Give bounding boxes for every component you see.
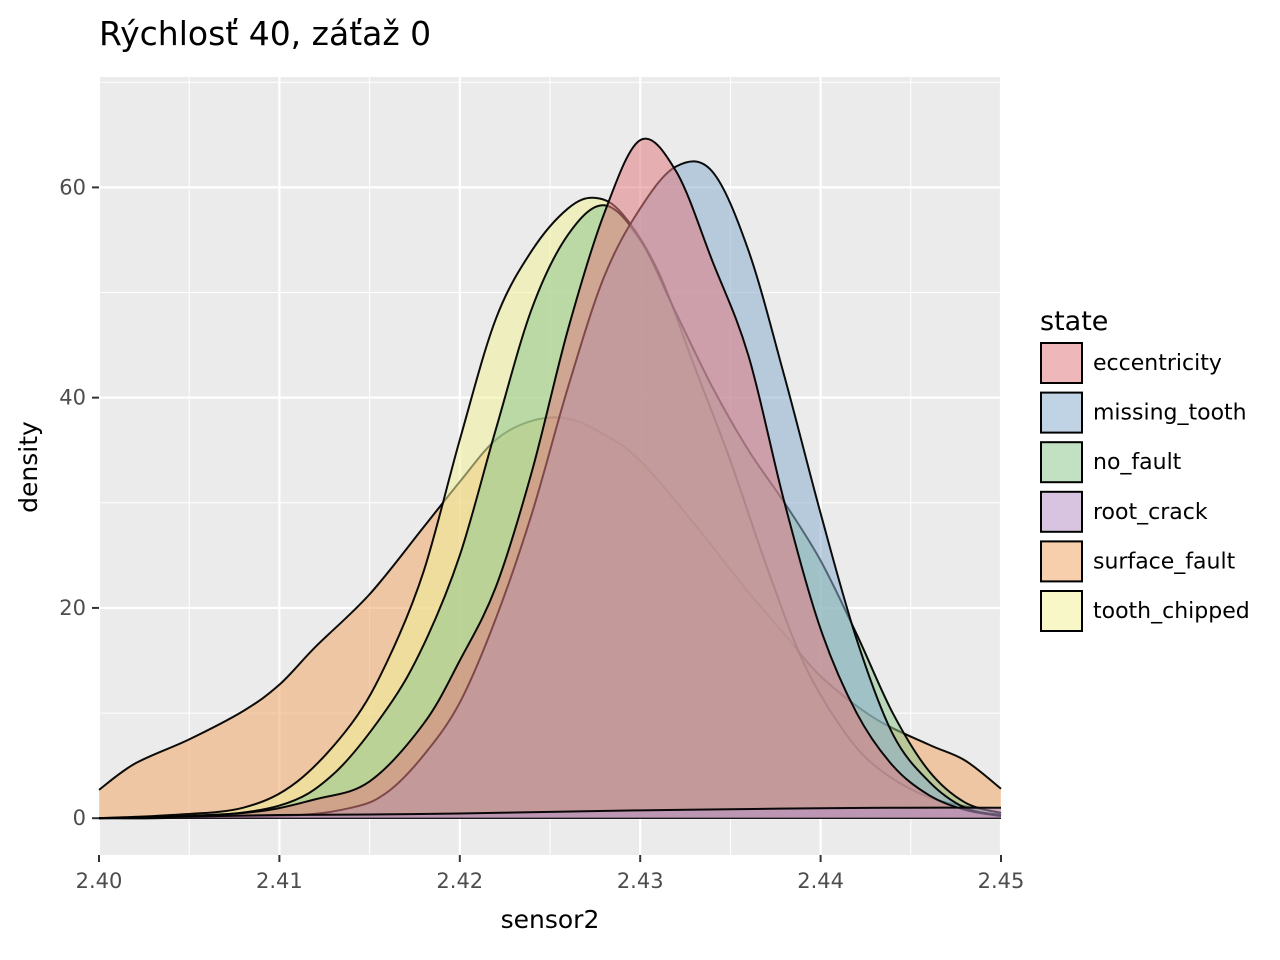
y-axis: 0 20 40 60 [59, 175, 99, 830]
x-tick-label: 2.44 [797, 869, 844, 893]
chart-title: Rýchlosť 40, záťaž 0 [99, 14, 431, 53]
legend-title: state [1040, 306, 1108, 337]
density-areas [98, 137, 1002, 820]
y-axis-label: density [14, 421, 43, 513]
legend-label: no_fault [1093, 450, 1182, 475]
legend-label: surface_fault [1093, 549, 1236, 574]
legend-label: missing_tooth [1093, 401, 1247, 426]
x-axis-label: sensor2 [501, 905, 600, 934]
density-line-no-fault [98, 204, 1002, 820]
y-tick-label: 60 [59, 175, 86, 199]
density-area-eccentricity [99, 138, 1001, 819]
legend-items: eccentricity missing_tooth no_fault root_cr… [1040, 342, 1250, 632]
x-tick-label: 2.40 [76, 869, 123, 893]
legend-key-surface-fault [1040, 540, 1083, 583]
legend-label: eccentricity [1093, 351, 1222, 376]
legend-key-root-crack [1040, 490, 1083, 533]
x-tick-label: 2.45 [978, 869, 1025, 893]
legend: state eccentricity missing_tooth no_faultr… [1040, 306, 1250, 632]
x-tick-label: 2.43 [617, 869, 664, 893]
y-tick-label: 20 [59, 596, 86, 620]
density-line-eccentricity [98, 137, 1002, 820]
x-tick-label: 2.41 [256, 869, 303, 893]
legend-key-missing-tooth [1040, 391, 1083, 434]
x-axis: 2.40 2.41 2.42 2.43 2.44 2.45 [76, 855, 1025, 893]
y-tick-label: 40 [59, 386, 86, 410]
legend-key-tooth-chipped [1040, 590, 1083, 632]
legend-key-eccentricity [1040, 342, 1083, 384]
y-tick-label: 0 [73, 806, 86, 830]
x-tick-label: 2.42 [436, 869, 483, 893]
density-line-root-crack [98, 806, 1002, 820]
legend-key-no-fault [1040, 441, 1083, 484]
legend-label: tooth_chipped [1093, 599, 1250, 624]
legend-label: root_crack [1093, 500, 1208, 525]
